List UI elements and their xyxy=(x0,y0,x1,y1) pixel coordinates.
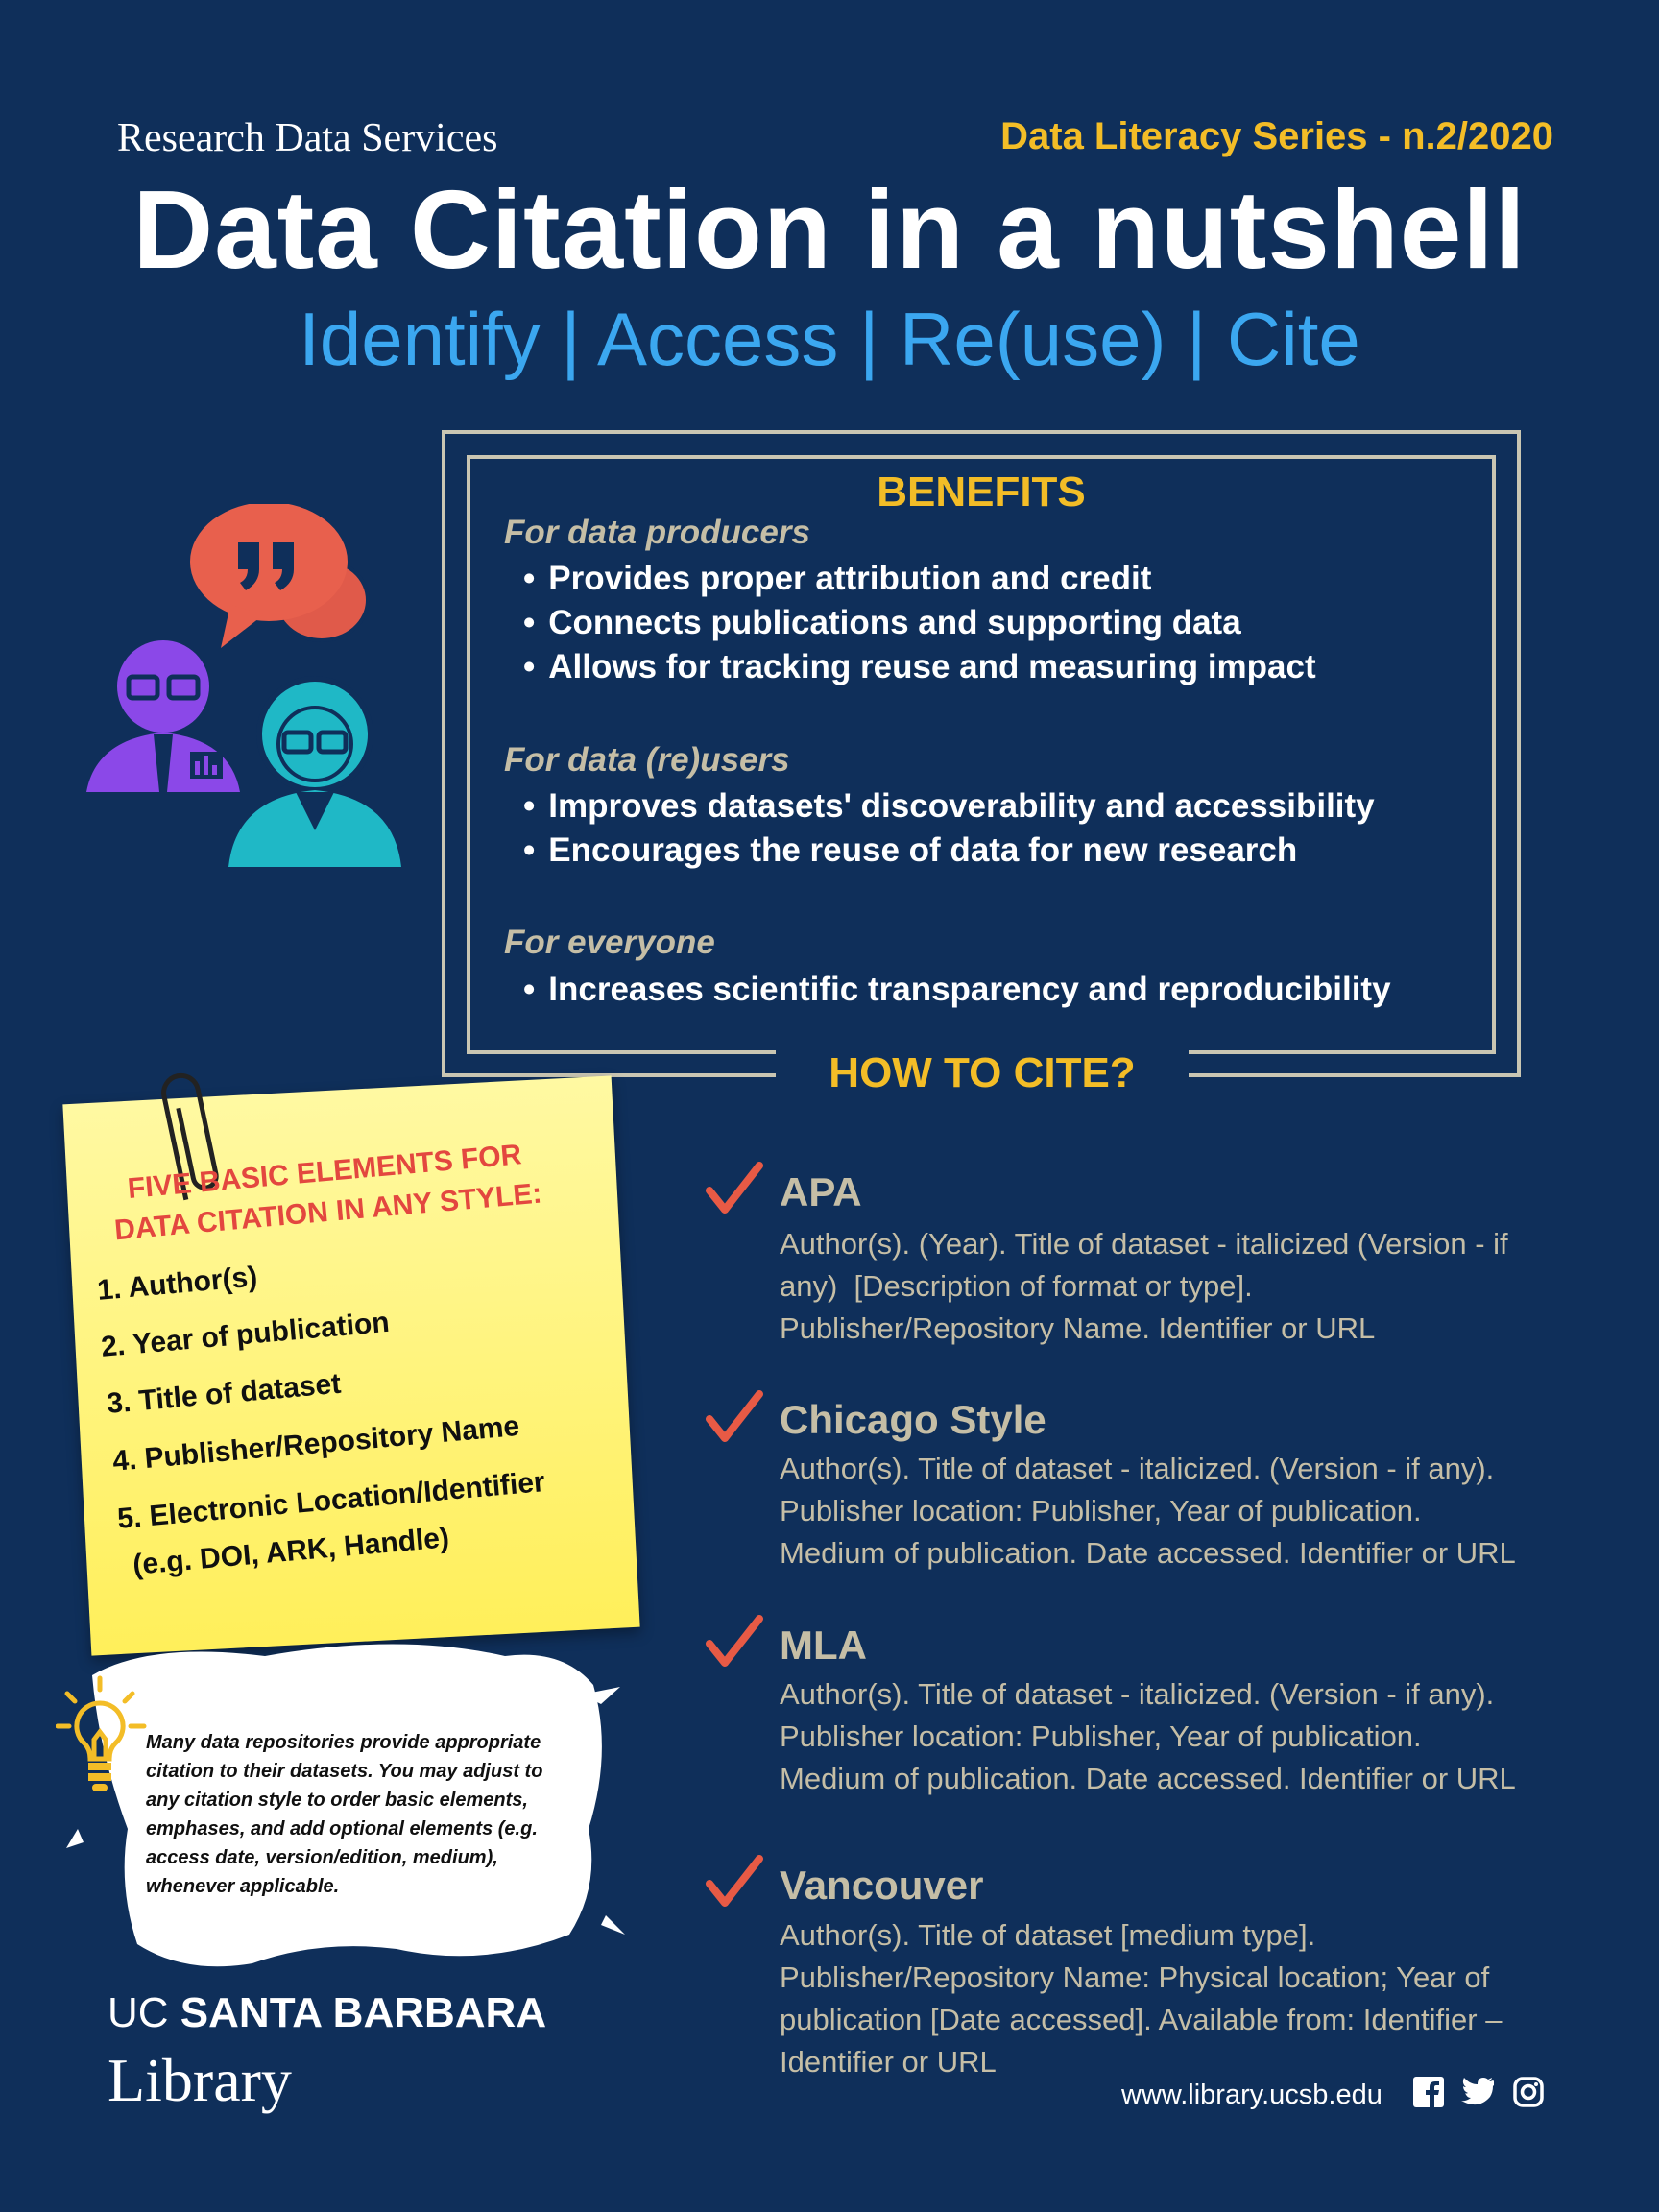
benefits-group-label: For everyone xyxy=(504,924,715,961)
howto-heading: HOW TO CITE? xyxy=(829,1049,1136,1096)
org-name: Research Data Services xyxy=(117,116,498,160)
style-name-vancouver: Vancouver xyxy=(780,1863,984,1908)
ucsb-santa-barbara: SANTA BARBARA xyxy=(180,1989,547,2036)
website-link[interactable]: www.library.ucsb.edu xyxy=(1121,2080,1382,2110)
check-icon xyxy=(706,1162,763,1214)
benefits-group-label: For data (re)users xyxy=(504,741,790,779)
quote-bubble-icon xyxy=(190,504,348,648)
citation-line: Author(s). Title of dataset [medium type… xyxy=(780,1918,1316,1952)
citation-line: Author(s). Title of dataset - italicized… xyxy=(780,1677,1495,1711)
series-label: Data Literacy Series - n.2/2020 xyxy=(1000,115,1553,157)
check-icon xyxy=(706,1615,763,1667)
citation-line: Publisher location: Publisher, Year of p… xyxy=(780,1494,1422,1527)
citation-line: any) [Description of format or type]. xyxy=(780,1269,1253,1303)
benefit-item: Connects publications and supporting dat… xyxy=(523,604,1240,642)
style-name-chicago: Chicago Style xyxy=(780,1397,1046,1442)
style-body-vancouver: Author(s). Title of dataset [medium type… xyxy=(780,1914,1567,2083)
citation-line: Author(s). (Year). Title of dataset - it… xyxy=(780,1227,1508,1261)
benefit-item: Increases scientific transparency and re… xyxy=(523,971,1390,1009)
researcher-man-icon xyxy=(86,640,240,792)
benefits-heading: BENEFITS xyxy=(877,469,1086,516)
style-body-chicago: Author(s). Title of dataset - italicized… xyxy=(780,1448,1567,1575)
benefit-item: Provides proper attribution and credit xyxy=(523,560,1151,598)
citation-line: Author(s). Title of dataset - italicized… xyxy=(780,1452,1495,1485)
ucsb-uc: UC xyxy=(108,1989,169,2036)
people-speech-illustration xyxy=(86,504,401,867)
citation-line: Publisher location: Publisher, Year of p… xyxy=(780,1719,1422,1753)
benefit-item: Improves datasets' discoverability and a… xyxy=(523,787,1374,826)
citation-line: Identifier or URL xyxy=(780,2045,997,2079)
style-name-apa: APA xyxy=(780,1169,862,1214)
ucsb-logo-library: Library xyxy=(108,2046,292,2114)
howto-gap xyxy=(776,1046,1189,1104)
benefit-item: Encourages the reuse of data for new res… xyxy=(523,831,1297,870)
tip-text: Many data repositories provide appropria… xyxy=(146,1732,543,1897)
style-body-mla: Author(s). Title of dataset - italicized… xyxy=(780,1673,1567,1800)
lightbulb-icon xyxy=(56,1675,147,1791)
page-subtitle: Identify | Access | Re(use) | Cite xyxy=(299,297,1360,381)
citation-line: Publisher/Repository Name: Physical loca… xyxy=(780,1960,1490,1994)
ucsb-logo-line1: UC SANTA BARBARA xyxy=(108,1989,546,2037)
check-icon xyxy=(706,1855,763,1907)
twitter-icon[interactable] xyxy=(1461,2077,1494,2105)
tip-splash-background xyxy=(66,1644,625,1967)
citation-line: Medium of publication. Date accessed. Id… xyxy=(780,1536,1516,1570)
paperclip-icon xyxy=(161,1072,219,1201)
benefit-item: Allows for tracking reuse and measuring … xyxy=(523,648,1315,686)
researcher-woman-icon xyxy=(228,676,401,867)
page-title: Data Citation in a nutshell xyxy=(132,167,1527,292)
citation-line: Medium of publication. Date accessed. Id… xyxy=(780,1762,1516,1795)
citation-line: publication [Date accessed]. Available f… xyxy=(780,2003,1503,2036)
instagram-icon[interactable] xyxy=(1513,2077,1544,2107)
style-body-apa: Author(s). (Year). Title of dataset - it… xyxy=(780,1223,1567,1350)
benefits-group-label: For data producers xyxy=(504,514,810,551)
facebook-icon[interactable] xyxy=(1413,2077,1444,2107)
check-icon xyxy=(706,1390,763,1442)
style-name-mla: MLA xyxy=(780,1623,867,1668)
citation-line: Publisher/Repository Name. Identifier or… xyxy=(780,1311,1376,1345)
